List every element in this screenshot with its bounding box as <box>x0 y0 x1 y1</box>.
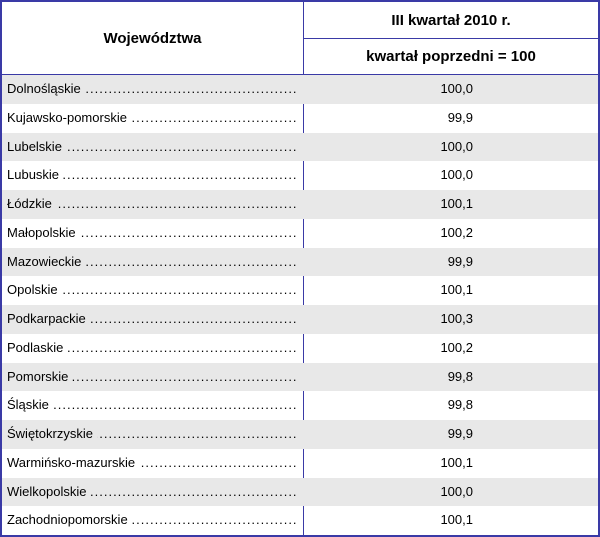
region-cell: ........................................… <box>7 104 297 133</box>
period-header: III kwartał 2010 r. <box>304 2 598 39</box>
value-cell: 99,9 <box>447 426 473 441</box>
region-name: Świętokrzyskie <box>7 426 97 441</box>
value-cell: 100,1 <box>440 282 473 298</box>
table-row: ........................................… <box>2 104 598 133</box>
leader-dots: ........................................… <box>7 397 297 413</box>
value-cell: 100,3 <box>440 311 473 326</box>
value-cell: 100,0 <box>440 81 473 96</box>
table-row: ........................................… <box>2 132 598 162</box>
table-row: ........................................… <box>2 75 598 104</box>
region-name: Lubuskie <box>7 167 64 183</box>
value-cell: 100,2 <box>440 224 473 240</box>
region-cell: ........................................… <box>7 449 297 478</box>
table-row: ........................................… <box>2 219 598 248</box>
region-column-header: Województwa <box>2 2 304 75</box>
region-cell: ........................................… <box>7 75 297 104</box>
region-name: Dolnośląskie <box>7 81 85 96</box>
table-row: ........................................… <box>2 190 598 219</box>
value-cell: 99,8 <box>447 368 473 384</box>
table-body: ........................................… <box>2 75 598 535</box>
region-cell: ........................................… <box>7 363 297 392</box>
leader-dots: ........................................… <box>7 282 297 298</box>
leader-dots: ........................................… <box>7 339 297 355</box>
value-cell: 99,9 <box>447 253 473 269</box>
value-cell: 99,9 <box>447 109 473 125</box>
region-name: Podkarpackie <box>7 311 90 326</box>
value-cell: 100,0 <box>440 167 473 183</box>
base-header: kwartał poprzedni = 100 <box>304 39 598 75</box>
table-row: ........................................… <box>2 477 598 507</box>
value-cell: 100,0 <box>440 138 473 154</box>
region-name: Wielkopolskie <box>7 483 91 499</box>
region-cell: ........................................… <box>7 248 297 277</box>
table-row: ........................................… <box>2 247 598 277</box>
leader-dots: ........................................… <box>7 368 297 384</box>
table-row: ........................................… <box>2 276 598 305</box>
leader-dots: ........................................… <box>7 196 297 211</box>
region-cell: ........................................… <box>7 478 297 507</box>
region-name: Śląskie <box>7 397 53 413</box>
table-row: ........................................… <box>2 420 598 449</box>
region-cell: ........................................… <box>7 305 297 334</box>
region-name: Łódzkie <box>7 196 56 211</box>
value-cell: 99,8 <box>447 397 473 413</box>
region-cell: ........................................… <box>7 133 297 162</box>
region-name: Zachodniopomorskie <box>7 512 132 528</box>
value-cell: 100,1 <box>440 454 473 470</box>
table-row: ........................................… <box>2 362 598 392</box>
region-cell: ........................................… <box>7 334 297 363</box>
region-name: Kujawsko-pomorskie <box>7 109 131 125</box>
value-cell: 100,0 <box>440 483 473 499</box>
region-cell: ........................................… <box>7 420 297 449</box>
region-cell: ........................................… <box>7 506 297 535</box>
region-cell: ........................................… <box>7 161 297 190</box>
region-cell: ........................................… <box>7 276 297 305</box>
region-name: Podlaskie <box>7 339 68 355</box>
region-name: Pomorskie <box>7 368 73 384</box>
table-row: ........................................… <box>2 334 598 363</box>
region-cell: ........................................… <box>7 391 297 420</box>
table-row: ........................................… <box>2 449 598 478</box>
value-cell: 100,1 <box>440 512 473 528</box>
region-name: Opolskie <box>7 282 62 298</box>
value-cell: 100,2 <box>440 339 473 355</box>
region-cell: ........................................… <box>7 190 297 219</box>
region-name: Małopolskie <box>7 224 80 240</box>
region-name: Mazowieckie <box>7 253 86 269</box>
leader-dots: ........................................… <box>7 138 297 154</box>
table-row: ........................................… <box>2 305 598 334</box>
table-row: ........................................… <box>2 161 598 190</box>
table-row: ........................................… <box>2 506 598 535</box>
region-name: Lubelskie <box>7 138 66 154</box>
table-row: ........................................… <box>2 391 598 420</box>
value-cell: 100,1 <box>440 196 473 211</box>
leader-dots: ........................................… <box>7 167 297 183</box>
region-name: Warmińsko-mazurskie <box>7 454 140 470</box>
region-cell: ........................................… <box>7 219 297 248</box>
